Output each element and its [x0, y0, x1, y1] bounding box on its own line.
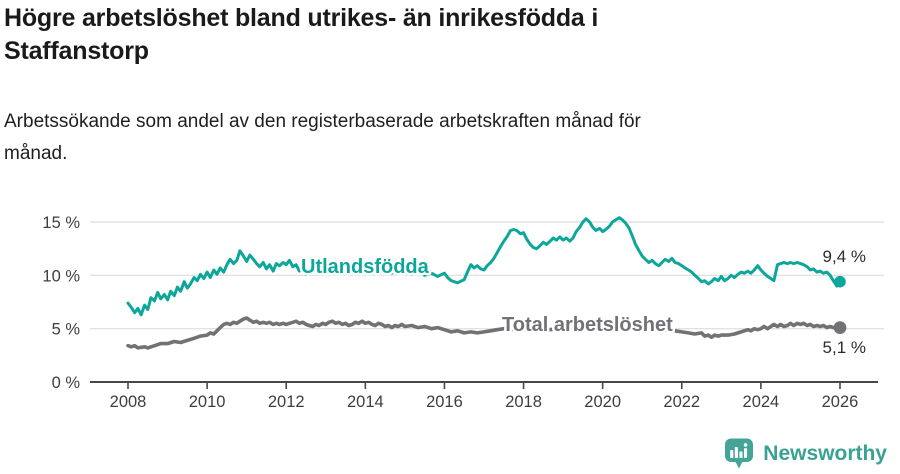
subtitle-line-2: månad.: [4, 143, 68, 164]
x-tick-label: 2020: [584, 393, 621, 411]
x-tick-label: 2016: [426, 393, 463, 411]
title-line-2: Staffanstorp: [4, 37, 149, 65]
x-tick-label: 2010: [189, 393, 226, 411]
subtitle-line-1: Arbetssökande som andel av den registerb…: [4, 111, 641, 132]
end-value-label-total-arbetsloshet: 5,1 %: [823, 338, 866, 357]
x-tick-label: 2018: [505, 393, 542, 411]
end-dot-total-arbetsloshet: [833, 321, 847, 334]
end-dot-utlandsfodda: [834, 275, 846, 288]
y-tick-label: 10 %: [42, 267, 80, 285]
brand-name: Newsworthy: [763, 441, 887, 465]
series-label-total-arbetsloshet: Total arbetslöshet: [502, 314, 673, 336]
title-line-1: Högre arbetslöshet bland utrikes- än inr…: [4, 4, 599, 32]
page-title: Högre arbetslöshet bland utrikes- än inr…: [4, 2, 598, 68]
line-chart-canvas: 0 % 5 % 10 % 15 % 2008 2010 2012 2014 2016 2018 20…: [42, 214, 884, 411]
y-tick-label: 15 %: [42, 214, 80, 232]
y-tick-label: 0 %: [52, 374, 81, 392]
chart-subtitle: Arbetssökande som andel av den registerb…: [4, 106, 641, 170]
series-label-utlandsfodda: Utlandsfödda: [301, 256, 430, 278]
x-tick-label: 2012: [268, 393, 305, 411]
x-tick-label: 2008: [110, 393, 147, 411]
x-tick-label: 2026: [822, 393, 859, 411]
end-value-label-utlandsfodda: 9,4 %: [823, 247, 866, 266]
series-line-utlandsfodda: [126, 216, 842, 317]
x-tick-label: 2024: [743, 393, 780, 411]
newsworthy-logo: Newsworthy: [724, 438, 887, 469]
x-tick-label: 2014: [347, 393, 384, 411]
series-line-total-arbetsloshet: [126, 316, 842, 350]
bar-chart-speech-bubble-icon: [725, 438, 754, 469]
x-tick-label: 2022: [663, 393, 700, 411]
y-tick-label: 5 %: [52, 321, 81, 339]
